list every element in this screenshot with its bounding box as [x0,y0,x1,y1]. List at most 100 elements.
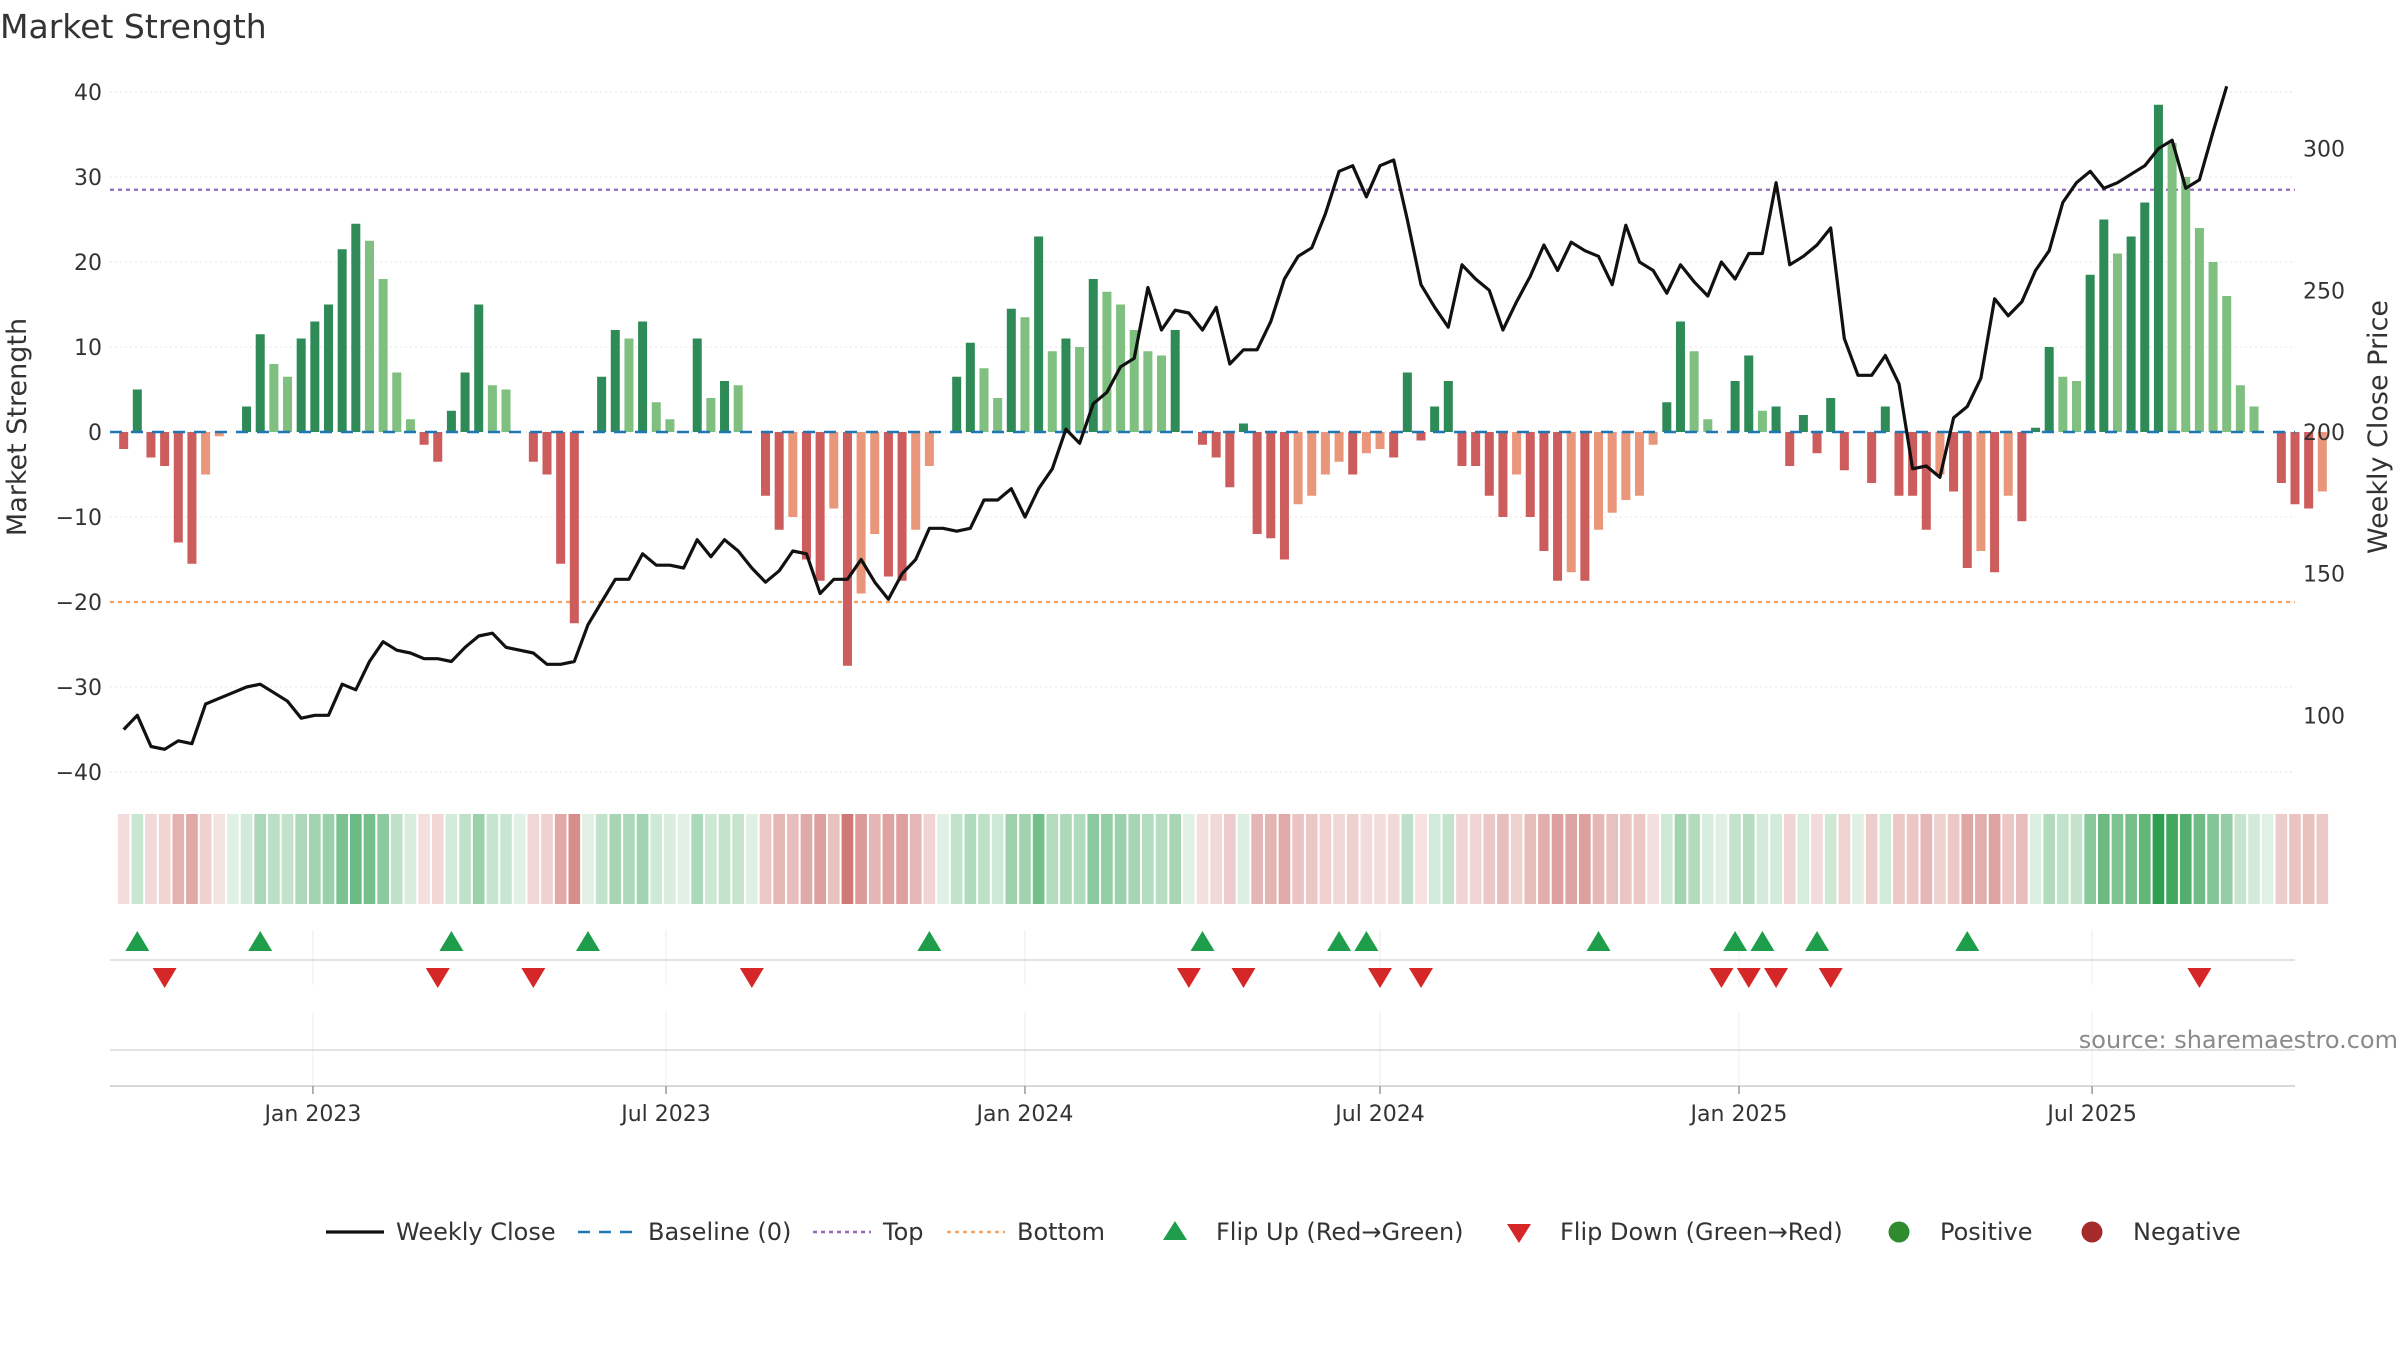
heat-cell [1497,814,1509,904]
heat-cell [1456,814,1468,904]
strength-bar [1211,432,1221,458]
flip-down-marker [1176,968,1201,988]
strength-bar [897,432,907,581]
strength-bar [2044,347,2054,432]
flip-up-marker [1955,931,1980,951]
heat-cell [1428,814,1441,904]
flip-down-marker [1368,968,1393,988]
heat-cell [2248,814,2260,904]
heat-cell [568,814,581,904]
heat-cell [964,814,977,904]
strength-bar [1334,432,1344,462]
flip-up-marker [248,931,273,951]
strength-bar [1129,330,1139,432]
heat-cell [1551,814,1564,904]
strength-bar [1252,432,1262,534]
flip-markers [110,931,2295,1051]
heat-cell [664,814,676,904]
heat-cell [1606,814,1619,904]
heat-cell [991,814,1004,904]
y-right-tick-label: 250 [2303,279,2345,304]
heat-cell [336,814,348,904]
strength-bar [952,376,962,432]
heat-cell [2138,814,2151,904]
heat-cell [1852,814,1864,904]
heat-cell [213,814,226,904]
heat-cell [650,814,663,904]
heat-cell [950,814,963,904]
heat-cell [1128,814,1141,904]
legend-swatch [2081,1221,2103,1243]
heat-cell [1756,814,1769,904]
heat-cell [1305,814,1318,904]
strength-bar [1375,432,1385,449]
legend-label: Weekly Close [396,1218,556,1246]
flip-down-marker [1736,968,1761,988]
strength-bar [351,223,361,432]
heat-cell [2097,814,2110,904]
strength-bar [2126,236,2136,432]
strength-bar [2317,432,2327,492]
strength-bar [993,398,1003,432]
y-axis-right-title: Weekly Close Price [2363,300,2394,554]
flip-down-marker [425,968,450,988]
heat-cell [1155,814,1168,904]
y-left-tick-label: 0 [88,421,102,446]
heat-cell [1947,814,1960,904]
strength-bar [2276,432,2286,483]
x-axis: Jan 2023 Jul 2023 Jan 2024 Jul 2024 Jan 2025… [110,1085,2295,1127]
heat-cell [227,814,239,904]
strength-bar [1471,432,1481,466]
flip-up-marker [575,931,600,951]
x-tick-label: Jul 2023 [619,1102,711,1127]
heat-cell [1114,814,1127,904]
strength-bar [1553,432,1563,581]
strength-bar [1839,432,1849,471]
heat-cell [1633,814,1646,904]
strength-bar [1075,347,1085,432]
strength-bar [842,432,852,666]
strength-bar [2017,432,2027,522]
heat-cell [1319,814,1332,904]
strength-bar [569,432,579,624]
strength-bar [201,432,211,475]
strength-bar [2003,432,2013,496]
strength-bar [214,432,224,437]
heat-cell [1333,814,1345,904]
heat-cell [1524,814,1537,904]
heat-cell [363,814,376,904]
strength-bar [2085,274,2095,432]
heat-cell [732,814,745,904]
heat-cell [909,814,922,904]
legend-label: Baseline (0) [648,1218,791,1246]
strength-bar [1976,432,1986,551]
heat-cell [1469,814,1482,904]
strength-bar [1238,423,1248,432]
heat-cell [1824,814,1837,904]
strength-bar [1484,432,1494,496]
strength-bar [1034,236,1044,432]
flip-up-marker [1190,931,1215,951]
strength-bar [2235,385,2245,432]
y-right-tick-label: 100 [2303,704,2345,729]
strength-bar [528,432,538,462]
strength-bar [433,432,443,462]
heat-cell [1660,814,1673,904]
y-right-tick-label: 300 [2303,138,2345,163]
y-left-tick-label: −30 [56,676,102,701]
strength-bar [665,419,675,432]
source-credit: source: sharemaestro.com [2079,1026,2398,1054]
heat-cell [1811,814,1823,904]
heat-cell [1442,814,1455,904]
strength-bar [2290,432,2300,505]
strength-bar [1279,432,1289,560]
strength-bar [1389,432,1399,458]
strength-bar [1730,381,1740,432]
flip-up-marker [439,931,464,951]
y-left-tick-label: −20 [56,591,102,616]
strength-bar [392,372,402,432]
heat-cell [404,814,417,904]
heat-cell [1387,814,1400,904]
x-tick-label: Jan 2024 [975,1102,1074,1127]
